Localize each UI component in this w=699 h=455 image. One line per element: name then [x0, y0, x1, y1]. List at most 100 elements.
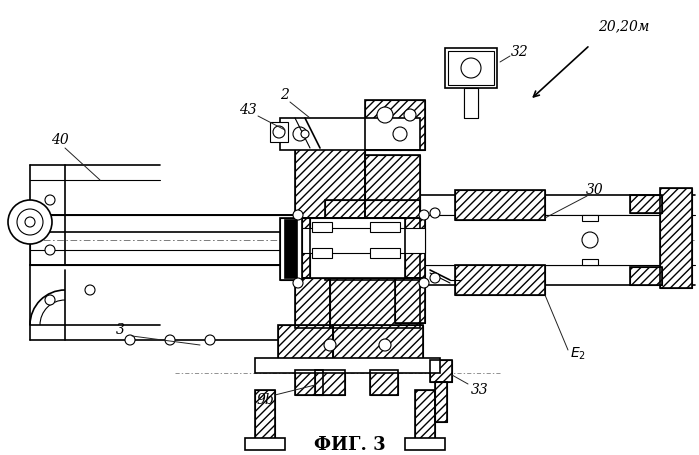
Bar	[280, 218, 302, 280]
Bar	[445, 48, 497, 88]
Bar	[333, 325, 423, 360]
Bar	[312, 248, 332, 258]
Bar	[370, 248, 400, 258]
Bar	[582, 215, 598, 221]
Bar	[455, 190, 545, 220]
Bar	[365, 100, 425, 150]
Text: 32: 32	[511, 45, 529, 59]
Bar	[582, 259, 598, 265]
Text: 43: 43	[239, 103, 257, 117]
Text: 30: 30	[586, 183, 604, 197]
Bar	[255, 390, 275, 440]
Bar	[333, 325, 423, 360]
Bar	[395, 218, 425, 278]
Bar	[295, 218, 325, 278]
Circle shape	[25, 217, 35, 227]
Text: $E_2$: $E_2$	[570, 346, 586, 362]
Bar	[330, 278, 420, 328]
Circle shape	[293, 210, 303, 220]
Bar	[455, 265, 545, 295]
Circle shape	[324, 339, 336, 351]
Bar	[255, 390, 275, 440]
Circle shape	[273, 126, 285, 138]
Bar	[270, 122, 288, 142]
Circle shape	[582, 232, 598, 248]
Text: 33: 33	[471, 383, 489, 397]
Bar	[630, 195, 662, 213]
Bar	[280, 118, 420, 150]
Bar	[435, 382, 447, 422]
Circle shape	[45, 245, 55, 255]
Circle shape	[85, 285, 95, 295]
Circle shape	[404, 109, 416, 121]
Circle shape	[377, 107, 393, 123]
Circle shape	[205, 335, 215, 345]
Bar	[448, 51, 494, 85]
Bar	[295, 218, 325, 278]
Circle shape	[125, 335, 135, 345]
Circle shape	[419, 210, 429, 220]
Bar	[365, 155, 420, 218]
Bar	[430, 360, 452, 382]
Bar	[365, 100, 425, 150]
Bar	[312, 222, 332, 232]
Bar	[295, 278, 330, 328]
Bar	[395, 218, 425, 278]
Bar	[455, 265, 545, 295]
Bar	[295, 278, 330, 328]
Circle shape	[165, 335, 175, 345]
Bar	[310, 218, 405, 278]
Circle shape	[45, 295, 55, 305]
Bar	[430, 360, 452, 382]
Bar	[435, 382, 447, 422]
Bar	[630, 267, 662, 285]
Bar	[285, 220, 297, 278]
Circle shape	[430, 273, 440, 283]
Text: ФИГ. 3: ФИГ. 3	[314, 436, 385, 454]
Circle shape	[293, 127, 307, 141]
Bar	[255, 358, 440, 373]
Circle shape	[393, 127, 407, 141]
Bar	[365, 155, 420, 218]
Bar	[660, 188, 692, 288]
Bar	[295, 370, 323, 395]
Text: 40: 40	[51, 133, 69, 147]
Bar	[295, 148, 365, 218]
Bar	[300, 228, 425, 253]
Bar	[660, 188, 692, 288]
Bar	[630, 267, 662, 285]
Circle shape	[379, 339, 391, 351]
Bar	[405, 438, 445, 450]
Bar	[310, 218, 405, 278]
Bar	[415, 390, 435, 440]
Bar	[415, 390, 435, 440]
Circle shape	[45, 195, 55, 205]
Bar	[370, 370, 398, 395]
Circle shape	[419, 278, 429, 288]
Bar	[325, 200, 420, 280]
Bar	[315, 370, 345, 395]
Bar	[395, 278, 425, 323]
Bar	[295, 148, 365, 218]
Circle shape	[461, 58, 481, 78]
Bar	[370, 222, 400, 232]
Bar	[395, 278, 425, 323]
Bar	[464, 88, 478, 118]
Bar	[245, 438, 285, 450]
Text: 2: 2	[280, 88, 289, 102]
Bar	[455, 190, 545, 220]
Circle shape	[301, 130, 309, 138]
Text: 3: 3	[115, 323, 124, 337]
Bar	[295, 370, 323, 395]
Bar	[280, 218, 302, 280]
Bar	[325, 200, 420, 280]
Bar	[278, 325, 333, 360]
Bar	[315, 370, 345, 395]
Circle shape	[8, 200, 52, 244]
Text: 9b: 9b	[256, 393, 274, 407]
Bar	[630, 195, 662, 213]
Bar	[30, 215, 295, 265]
Bar	[420, 215, 665, 265]
Circle shape	[293, 278, 303, 288]
Circle shape	[17, 209, 43, 235]
